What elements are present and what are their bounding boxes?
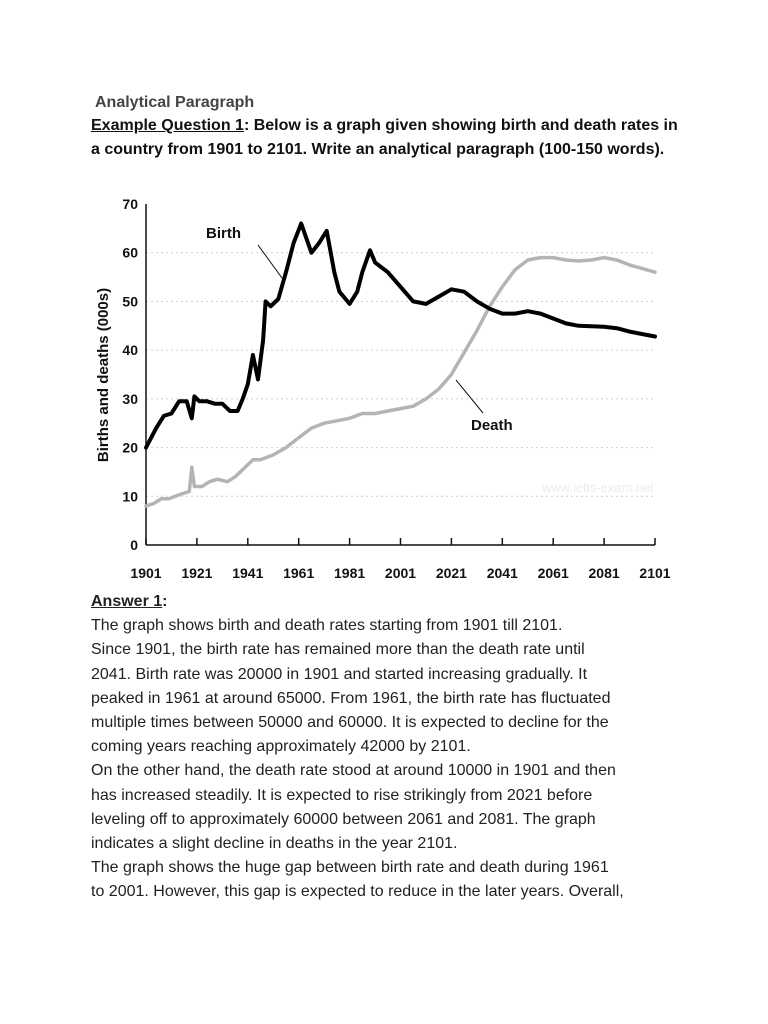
- answer-line: 2041. Birth rate was 20000 in 1901 and s…: [91, 665, 588, 683]
- x-tick-label: 2081: [589, 565, 620, 581]
- tick-labels: 0 10 20 30 40 50 60 70 1901 1921 1941 1961 1981 2001 2…: [122, 196, 670, 581]
- answer-line: to 2001. However, this gap is expected t…: [91, 883, 624, 901]
- y-tick-label: 20: [122, 440, 138, 456]
- answer-line: leveling off to approximately 60000 betw…: [91, 810, 596, 828]
- birth-death-chart: www.ielts-exam.net Births and deaths (00…: [95, 196, 671, 581]
- answer-body: The graph shows birth and death rates st…: [91, 614, 711, 904]
- answer-line: coming years reaching approximately 4200…: [91, 738, 471, 756]
- answer-line: On the other hand, the death rate stood …: [91, 762, 616, 780]
- birth-series-line: [144, 221, 657, 450]
- watermark: www.ielts-exam.net: [541, 480, 654, 495]
- y-tick-label: 40: [122, 342, 138, 358]
- answer-line: multiple times between 50000 and 60000. …: [91, 714, 609, 732]
- question-body: : Below is a graph given showing birth a…: [91, 117, 678, 158]
- x-tick-label: 2101: [639, 565, 670, 581]
- y-tick-label: 60: [122, 245, 138, 261]
- x-tick-label: 2061: [538, 565, 569, 581]
- answer-colon: :: [162, 593, 168, 610]
- x-tick-label: 1901: [130, 565, 161, 581]
- question-label: Example Question 1: [91, 117, 244, 134]
- x-tick-label: 1941: [232, 565, 263, 581]
- answer-line: The graph shows the huge gap between bir…: [91, 859, 609, 877]
- section-heading: Analytical Paragraph: [95, 94, 255, 111]
- death-series-line: [144, 255, 657, 508]
- x-tick-label: 2041: [487, 565, 518, 581]
- question-text: Example Question 1: Below is a graph giv…: [91, 114, 691, 162]
- birth-label: Birth: [206, 225, 241, 242]
- x-tick-label: 1981: [334, 565, 365, 581]
- x-tick-label: 1961: [283, 565, 314, 581]
- answer-line: Since 1901, the birth rate has remained …: [91, 641, 585, 659]
- axes: [145, 204, 656, 546]
- y-tick-label: 30: [122, 391, 138, 407]
- death-pointer: [455, 379, 484, 414]
- answer-section: Answer 1: The graph shows birth and deat…: [91, 590, 711, 905]
- y-axis-label: Births and deaths (000s): [95, 288, 112, 462]
- death-label: Death: [471, 417, 513, 434]
- x-tick-label: 1921: [181, 565, 212, 581]
- x-tick-label: 2021: [436, 565, 467, 581]
- birth-pointer: [257, 244, 283, 279]
- answer-line: has increased steadily. It is expected t…: [91, 786, 593, 804]
- answer-title: Answer 1: [91, 593, 163, 610]
- x-tick-label: 2001: [385, 565, 416, 581]
- y-tick-label: 50: [122, 293, 138, 309]
- y-tick-label: 0: [130, 537, 138, 553]
- series-lines: [144, 221, 657, 508]
- answer-line: indicates a slight decline in deaths in …: [91, 835, 458, 853]
- y-tick-label: 10: [122, 488, 138, 504]
- answer-line: The graph shows birth and death rates st…: [91, 617, 563, 635]
- y-tick-label: 70: [122, 196, 138, 212]
- answer-line: peaked in 1961 at around 65000. From 196…: [91, 689, 611, 707]
